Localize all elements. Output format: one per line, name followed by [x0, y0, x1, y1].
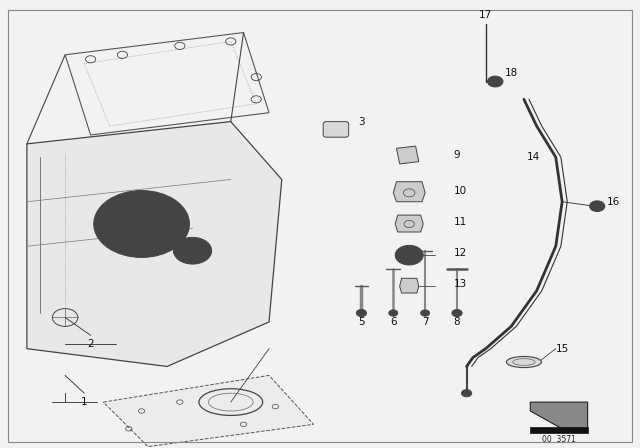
Polygon shape [395, 215, 423, 232]
Circle shape [488, 76, 503, 87]
Text: 16: 16 [607, 197, 620, 207]
Circle shape [589, 201, 605, 211]
Polygon shape [399, 278, 419, 293]
Text: 12: 12 [454, 248, 467, 258]
Ellipse shape [506, 357, 541, 368]
Circle shape [356, 310, 367, 317]
Polygon shape [103, 375, 314, 447]
Text: 5: 5 [358, 317, 365, 327]
Circle shape [452, 310, 462, 317]
Polygon shape [396, 146, 419, 164]
Text: 18: 18 [505, 68, 518, 78]
Text: 14: 14 [527, 152, 540, 162]
FancyBboxPatch shape [323, 121, 349, 137]
Text: 7: 7 [422, 317, 428, 327]
Text: 15: 15 [556, 344, 569, 353]
Polygon shape [531, 402, 588, 429]
Text: 11: 11 [454, 217, 467, 227]
Bar [531, 426, 588, 433]
Circle shape [461, 390, 472, 397]
Text: 6: 6 [390, 317, 397, 327]
Text: 10: 10 [454, 185, 467, 196]
Circle shape [420, 310, 429, 316]
Text: 2: 2 [87, 339, 94, 349]
Text: 9: 9 [454, 150, 460, 160]
Text: 13: 13 [454, 279, 467, 289]
Circle shape [389, 310, 397, 316]
Text: 3: 3 [358, 116, 365, 127]
Circle shape [173, 237, 212, 264]
Text: 8: 8 [454, 317, 460, 327]
Polygon shape [27, 121, 282, 366]
Polygon shape [394, 182, 425, 202]
Text: 00  3571: 00 3571 [542, 435, 576, 444]
Circle shape [395, 246, 423, 265]
Circle shape [94, 190, 189, 258]
Text: 17: 17 [479, 10, 492, 20]
Text: 1: 1 [81, 397, 88, 407]
